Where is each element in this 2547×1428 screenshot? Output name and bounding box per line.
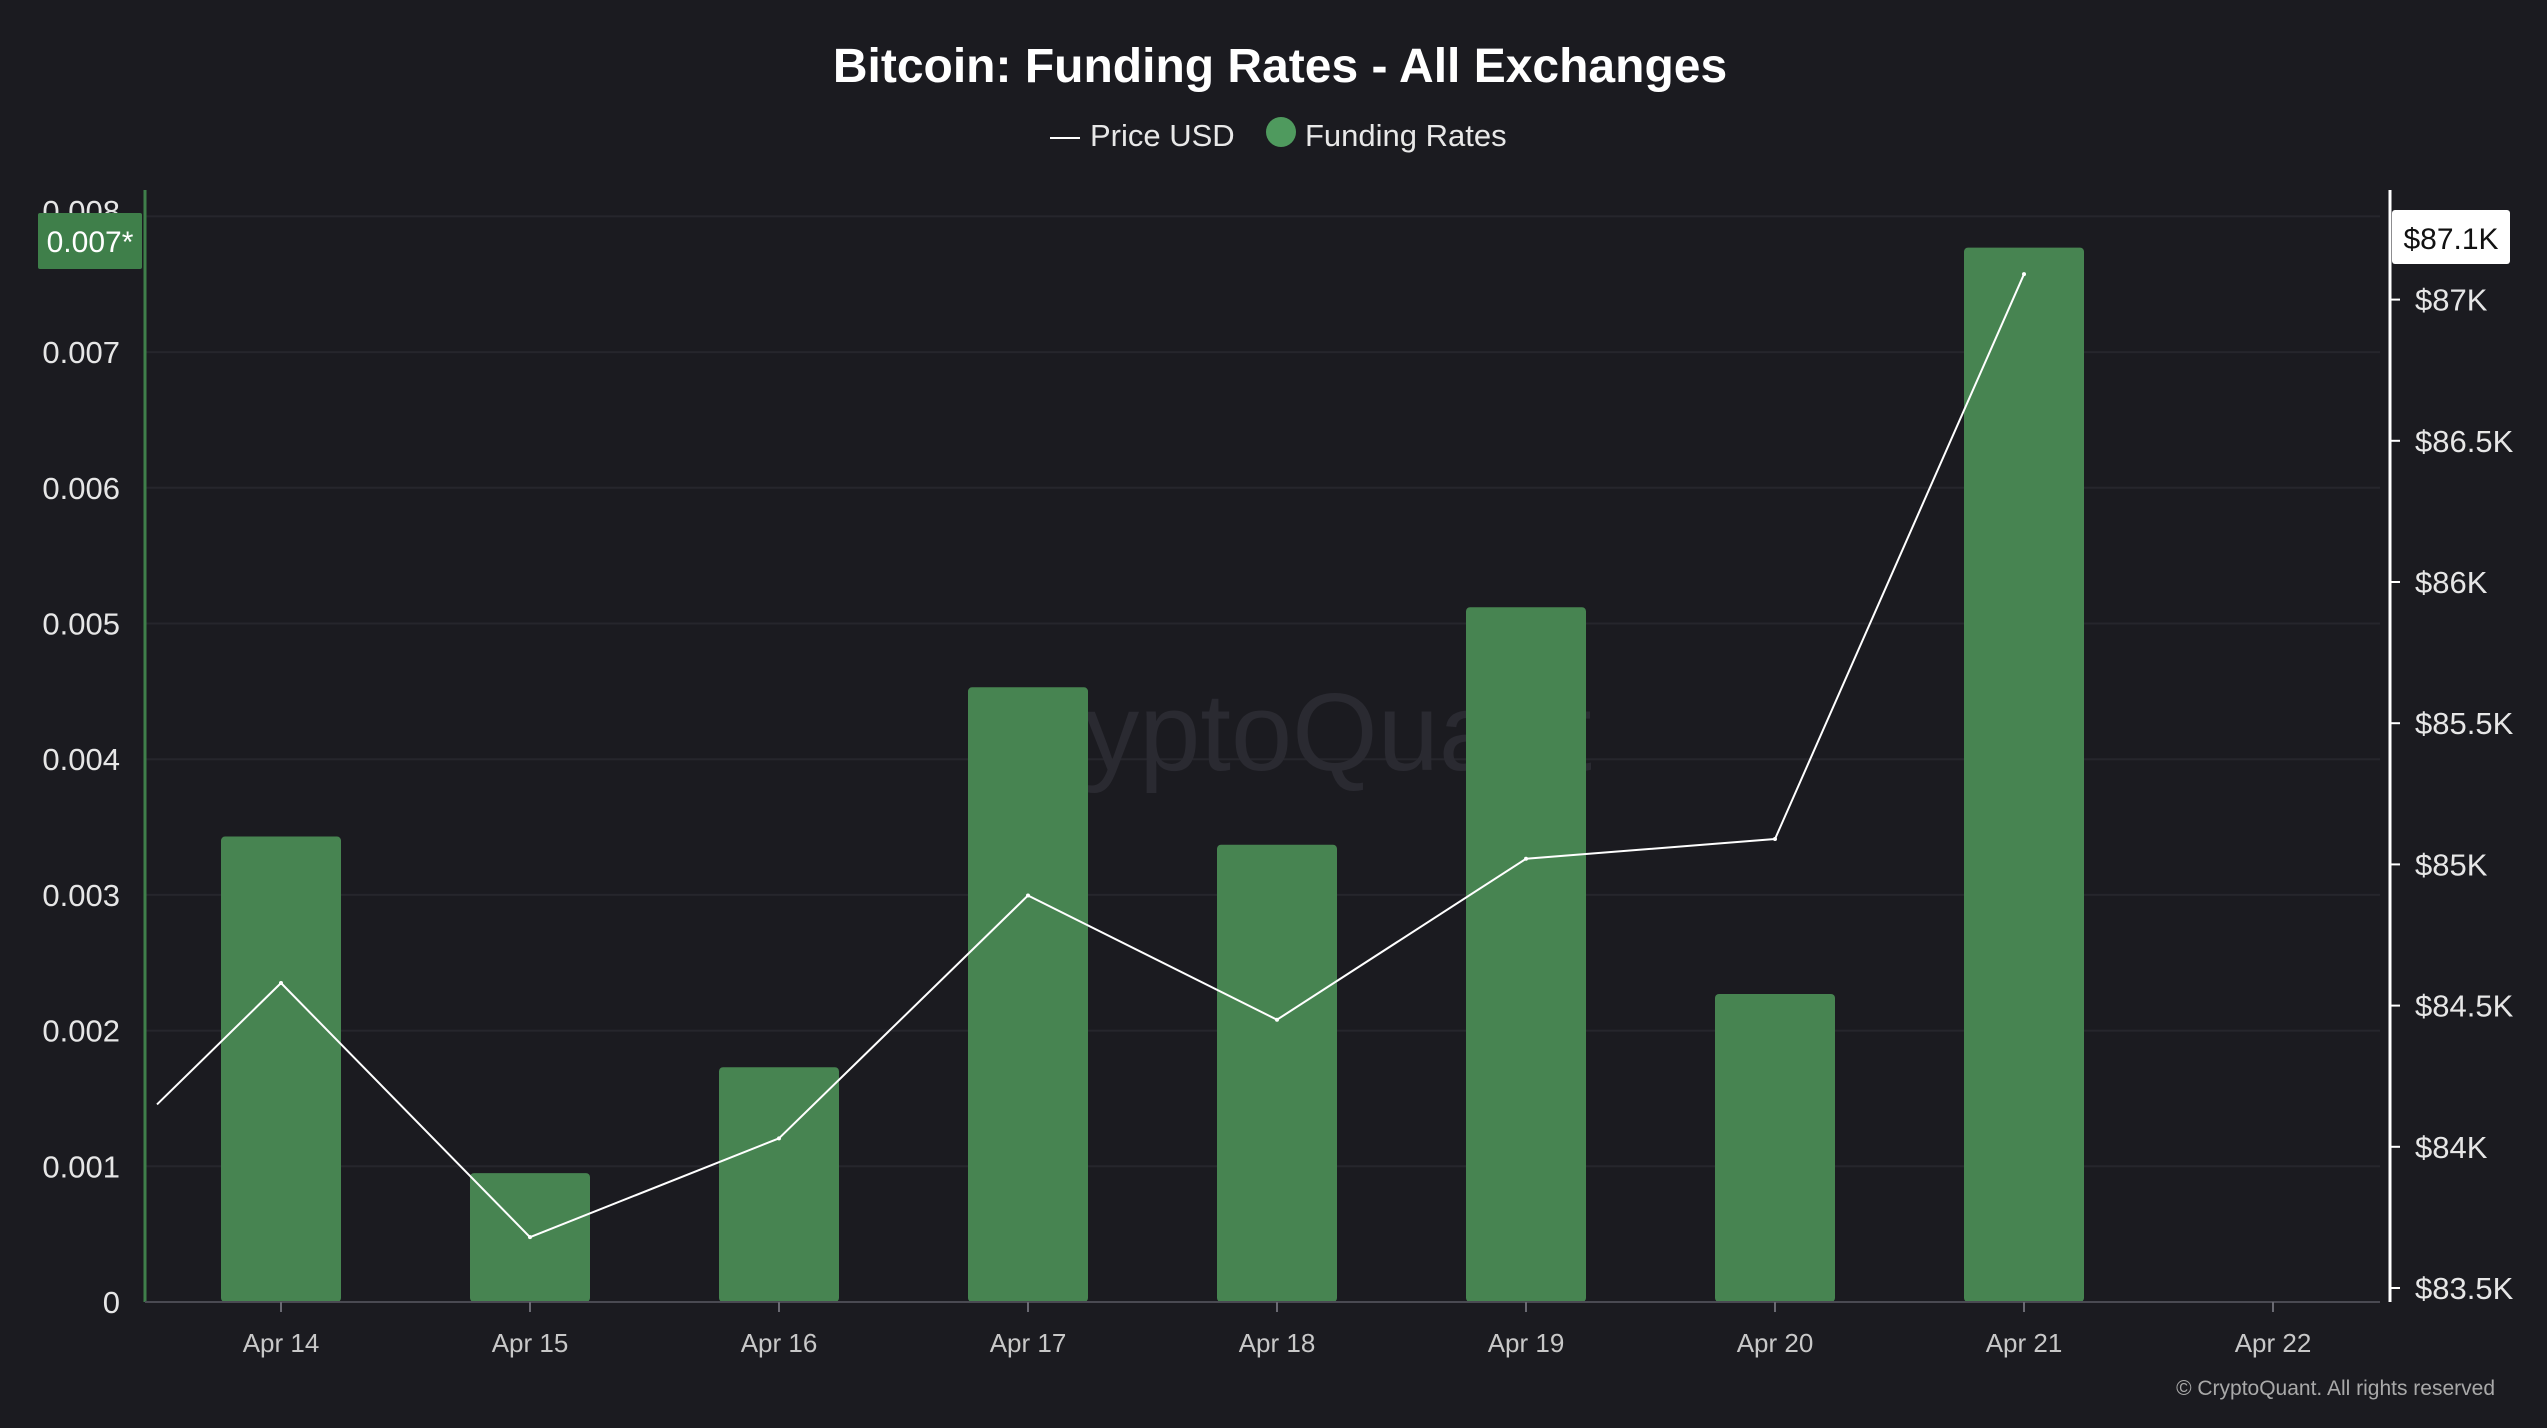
legend-item-price[interactable]: Price USD	[1050, 118, 1235, 153]
price-point-apr-14[interactable]	[279, 981, 283, 986]
price-point-apr-16[interactable]	[777, 1136, 781, 1141]
x-tick-label: Apr 18	[1239, 1328, 1316, 1358]
right-tick-label: $84.5K	[2415, 989, 2514, 1024]
x-tick-label: Apr 14	[243, 1328, 320, 1358]
right-tick-label: $86K	[2415, 565, 2488, 600]
right-badge-box	[2392, 210, 2510, 264]
bar-apr-19[interactable]	[1466, 607, 1586, 1302]
left-badge-box	[38, 213, 142, 269]
axes	[143, 190, 2392, 1303]
right-tick-label: $84K	[2415, 1130, 2488, 1165]
left-tick-label: 0.006	[42, 471, 120, 506]
x-tick-label: Apr 19	[1488, 1328, 1565, 1358]
right-tick-label: $83.5K	[2415, 1271, 2514, 1306]
price-line	[156, 272, 2026, 1240]
copyright-notice: © CryptoQuant. All rights reserved	[2176, 1377, 2495, 1400]
right-tick-label: $86.5K	[2415, 424, 2514, 459]
tick-labels: 0 0.001 0.002 0.003 0.004 0.005 0.006 0.007 0.00…	[42, 194, 2513, 1358]
right-tick-label: $85K	[2415, 847, 2488, 882]
left-tick-label: 0.002	[42, 1014, 120, 1049]
right-badge-label: $87.1K	[2403, 223, 2498, 256]
price-point-apr-20[interactable]	[1773, 836, 1777, 841]
bar-apr-20[interactable]	[1715, 993, 1835, 1302]
left-tick-label: 0.007	[42, 335, 120, 370]
left-tick-label: 0.001	[42, 1149, 120, 1184]
chart-title: Bitcoin: Funding Rates - All Exchanges	[833, 40, 1727, 93]
bar-apr-17[interactable]	[968, 687, 1088, 1302]
legend-dot-icon	[1266, 117, 1296, 147]
bar-apr-18[interactable]	[1217, 844, 1337, 1302]
left-badge-label: 0.007*	[47, 226, 134, 259]
bar-apr-21[interactable]	[1964, 247, 2084, 1303]
gridlines	[145, 215, 2380, 1303]
x-tick-label: Apr 17	[990, 1328, 1067, 1358]
x-tick-label: Apr 21	[1986, 1328, 2063, 1358]
right-tick-label: $87K	[2415, 283, 2488, 318]
x-tick-label: Apr 16	[741, 1328, 818, 1358]
legend-label-price: Price USD	[1090, 118, 1235, 153]
right-current-badge: $87.1K	[2392, 210, 2510, 264]
legend-label-funding: Funding Rates	[1305, 118, 1507, 153]
bar-apr-14[interactable]	[221, 836, 341, 1302]
left-tick-label: 0.004	[42, 742, 120, 777]
left-tick-label: 0.003	[42, 878, 120, 913]
legend-item-funding[interactable]: Funding Rates	[1266, 117, 1507, 153]
x-tick-label: Apr 20	[1737, 1328, 1814, 1358]
price-point-apr-15[interactable]	[528, 1235, 532, 1240]
bar-apr-16[interactable]	[719, 1067, 839, 1302]
right-tick-label: $85.5K	[2415, 706, 2514, 741]
left-tick-label: 0.005	[42, 607, 120, 642]
x-tick-label: Apr 22	[2235, 1328, 2312, 1358]
x-tick-label: Apr 15	[492, 1328, 569, 1358]
price-point-apr-21[interactable]	[2022, 272, 2026, 277]
price-point-apr-18[interactable]	[1275, 1017, 1279, 1022]
legend: Price USD Funding Rates	[1050, 117, 1507, 153]
price-point-apr-19[interactable]	[1524, 856, 1528, 861]
left-tick-label: 0	[103, 1285, 120, 1320]
left-current-badge: 0.007*	[38, 213, 142, 269]
price-point-apr-17[interactable]	[1026, 893, 1030, 898]
